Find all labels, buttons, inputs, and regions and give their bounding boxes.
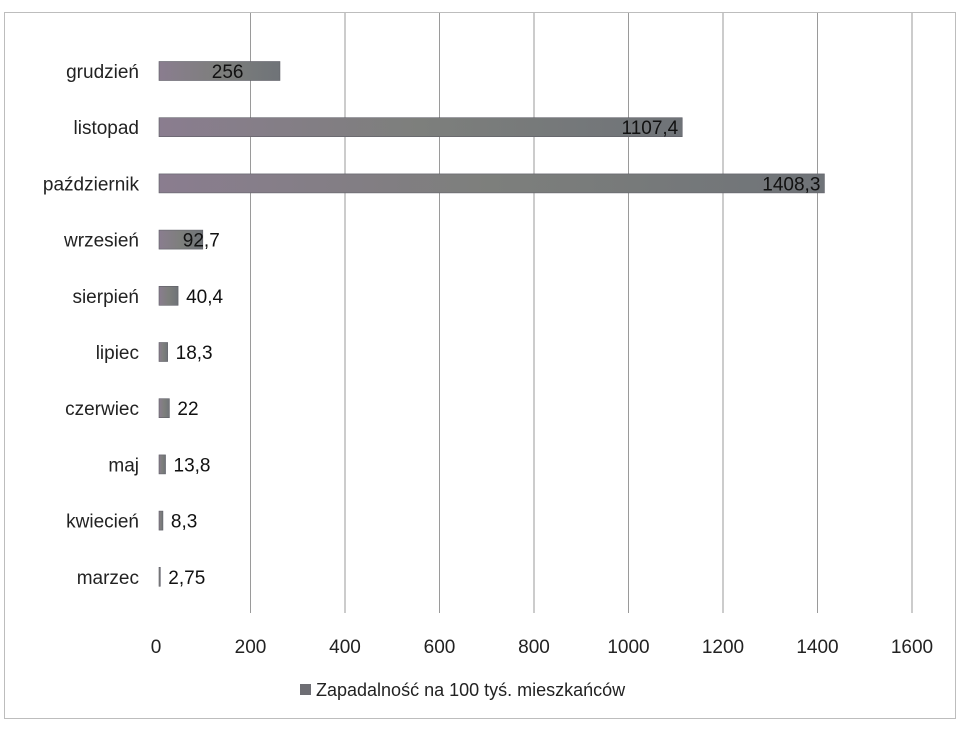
x-tick-label: 0: [151, 637, 162, 658]
bar-chart: 0 200 400 600 800 1000 1200 1400 1600 grudzień li…: [43, 13, 933, 700]
x-tick-label: 800: [518, 637, 550, 658]
x-axis-ticks: 0 200 400 600 800 1000 1200 1400 1600: [151, 637, 933, 658]
data-label: 22: [177, 399, 198, 420]
bar: [158, 454, 166, 475]
category-label: lipiec: [96, 343, 139, 364]
data-label: 1408,3: [762, 174, 820, 195]
data-label: 2,75: [168, 568, 205, 589]
data-label: 40,4: [186, 287, 223, 308]
x-tick-label: 1400: [796, 637, 838, 658]
data-label: 8,3: [171, 512, 197, 533]
bar: [158, 229, 204, 250]
legend-swatch: [300, 684, 311, 695]
category-label: kwiecień: [66, 512, 139, 533]
data-label: 92,7: [183, 231, 220, 252]
x-tick-label: 400: [329, 637, 361, 658]
category-label: listopad: [74, 118, 140, 139]
grid-lines: [250, 13, 913, 613]
bar: [158, 510, 164, 531]
bar: [158, 342, 168, 362]
bars: [158, 61, 825, 587]
data-label: 256: [212, 62, 244, 83]
category-label: sierpień: [72, 287, 139, 308]
data-label: 13,8: [174, 455, 211, 476]
x-tick-label: 200: [235, 637, 267, 658]
bar: [158, 285, 179, 306]
category-label: czerwiec: [65, 399, 139, 420]
bar: [158, 61, 281, 81]
category-label: marzec: [77, 568, 139, 589]
bar: [158, 398, 170, 419]
bar: [158, 117, 683, 137]
category-label: grudzień: [66, 62, 139, 83]
category-label: wrzesień: [63, 231, 139, 252]
legend: Zapadalność na 100 tyś. mieszkańców: [300, 680, 626, 700]
data-label: 1107,4: [622, 118, 679, 139]
bar: [158, 173, 825, 194]
x-tick-label: 1600: [891, 637, 933, 658]
data-label: 18,3: [176, 343, 213, 364]
x-tick-label: 1200: [702, 637, 744, 658]
legend-label: Zapadalność na 100 tyś. mieszkańców: [316, 680, 626, 700]
data-labels: 256 1107,4 1408,3 92,7 40,4 18,3 22 13,8 8,3 2,75: [168, 62, 820, 589]
category-label: maj: [108, 455, 139, 476]
x-tick-label: 1000: [607, 637, 649, 658]
bar: [158, 566, 161, 587]
x-tick-label: 600: [424, 637, 456, 658]
category-label: październik: [43, 174, 140, 195]
category-labels: grudzień listopad październik wrzesień sierp…: [43, 62, 140, 589]
chart-frame: 0 200 400 600 800 1000 1200 1400 1600 grudzień li…: [4, 12, 956, 719]
